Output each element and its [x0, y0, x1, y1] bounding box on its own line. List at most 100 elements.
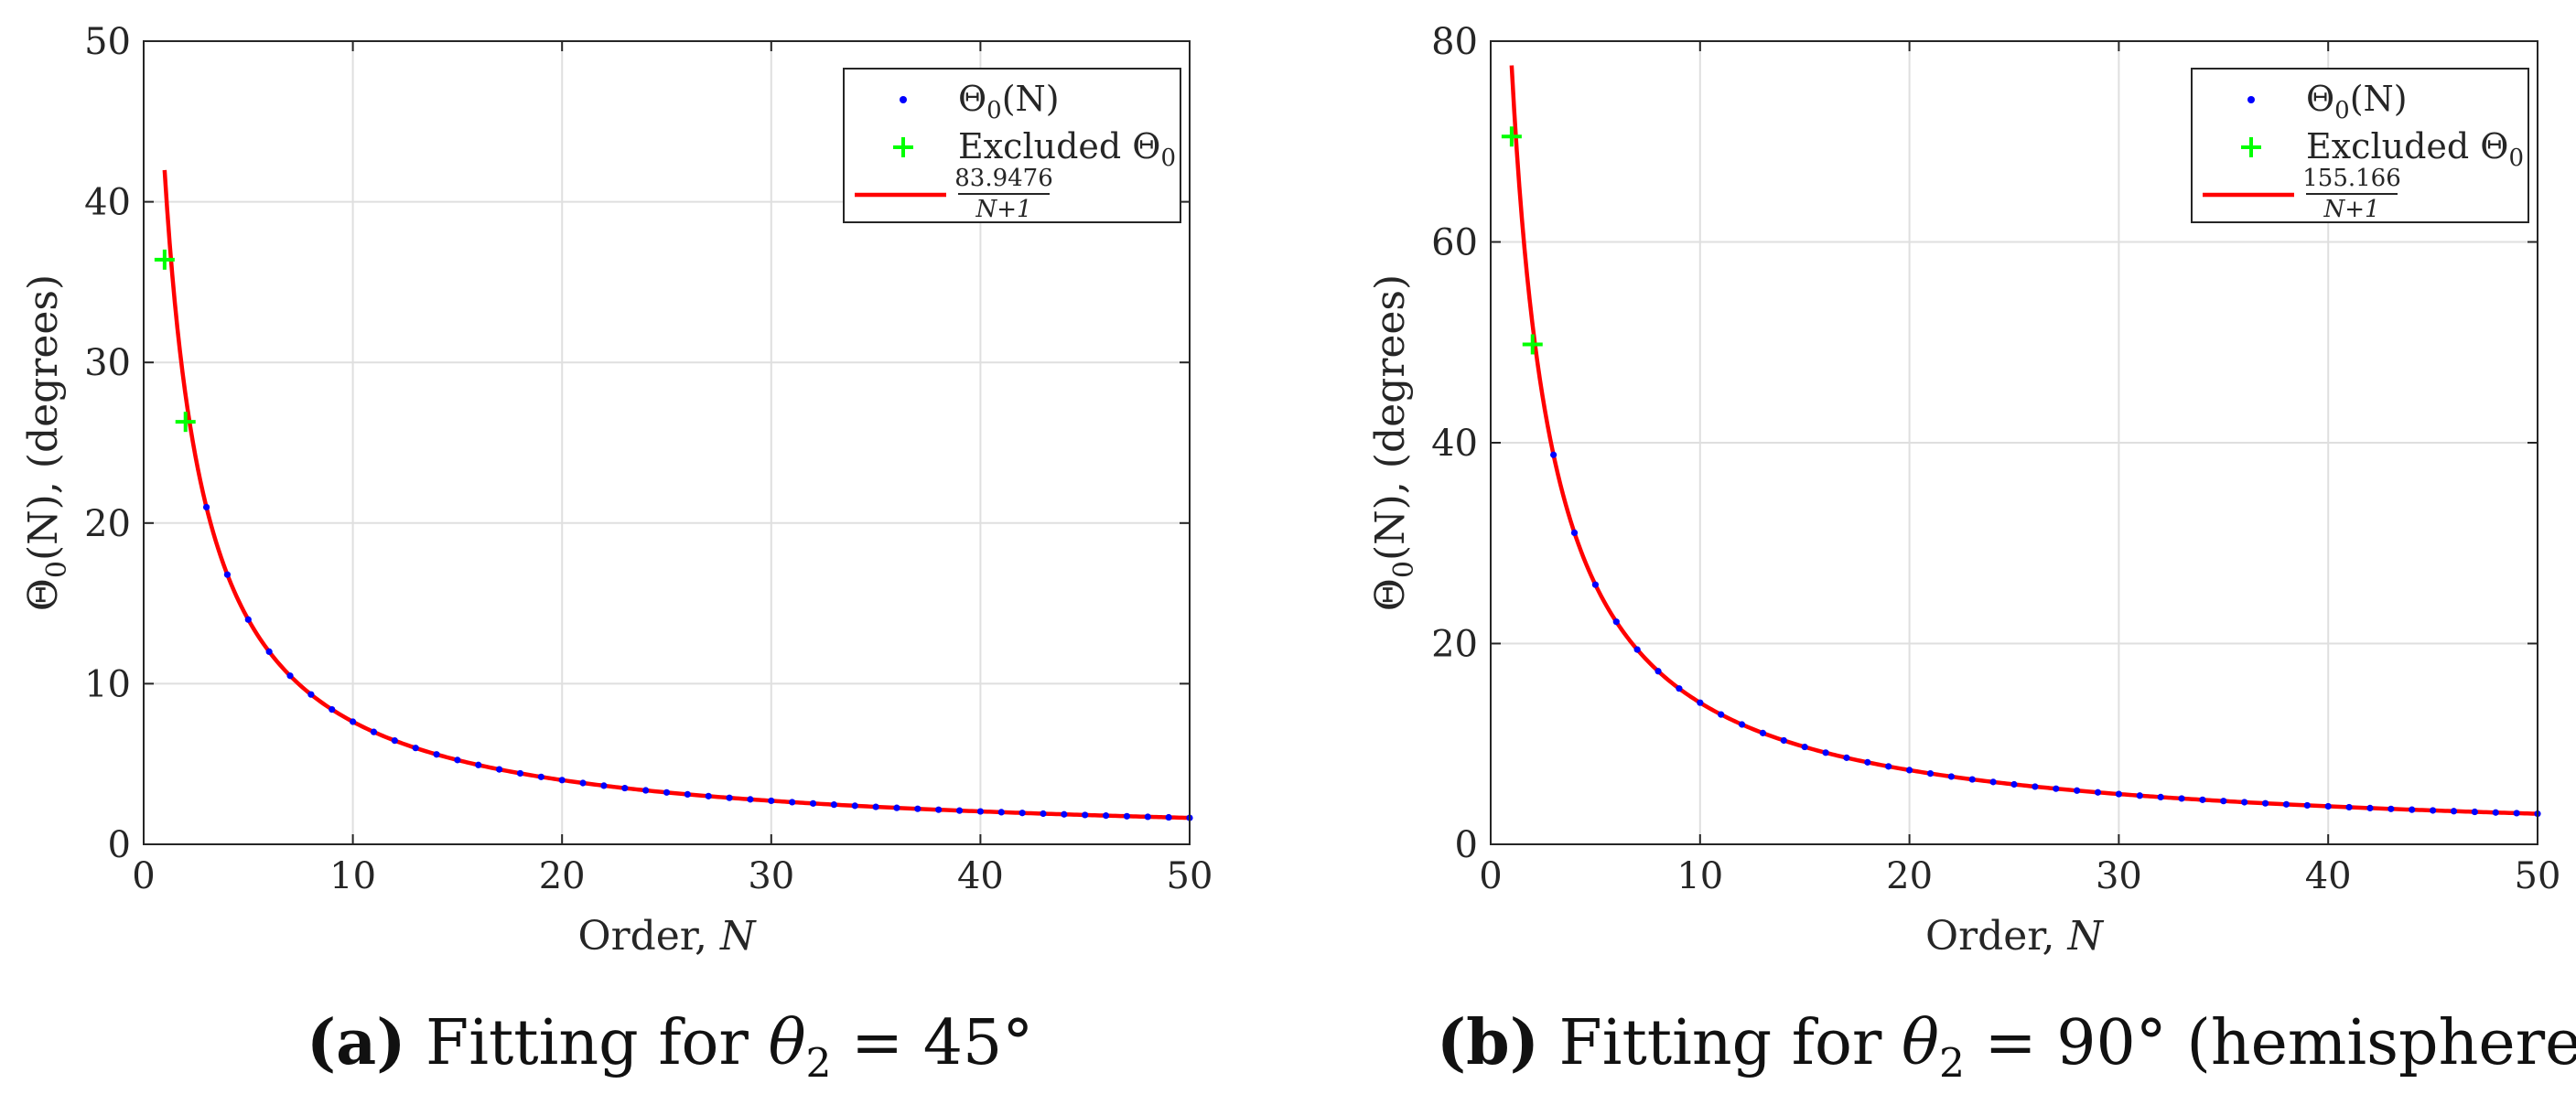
legend-points-theta: Θ [2306, 79, 2334, 119]
data-point [621, 784, 629, 792]
legend-fit-numerator: 155.166 [2302, 165, 2401, 192]
excluded-point [175, 412, 196, 433]
fit-curve [1509, 65, 2538, 816]
data-point [1040, 810, 1047, 818]
data-point [412, 745, 419, 752]
x-tick-label: 50 [2515, 855, 2561, 897]
x-tick-label: 20 [539, 855, 586, 897]
y-tick-label: 0 [108, 824, 131, 866]
data-point [1570, 529, 1579, 537]
caption-a: (a) Fitting for θ2 = 45° [307, 1006, 1033, 1088]
legend-points-theta: Θ [958, 79, 986, 119]
data-point [830, 801, 837, 809]
data-point [2303, 801, 2311, 810]
x-tick-label: 10 [1676, 855, 1723, 897]
data-point [1926, 769, 1935, 778]
legend-fit-denominator: N+1 [2323, 196, 2379, 223]
caption-b-rest: = 90° (hemisphere) [1984, 1007, 2576, 1079]
data-point [2178, 795, 2185, 802]
legend-fit-denominator-text: N+1 [975, 196, 1031, 223]
data-point [1801, 743, 1808, 751]
caption-b-sub: 2 [1939, 1040, 1965, 1088]
data-point [1591, 581, 1599, 588]
data-point [2261, 799, 2269, 807]
data-point [1822, 749, 1829, 756]
caption-a-sub: 2 [805, 1040, 832, 1088]
y-tick-label: 80 [1431, 21, 1478, 63]
data-point [1697, 699, 1704, 706]
legend-points-rest: (N) [2350, 79, 2408, 119]
x-tick-label: 10 [329, 855, 376, 897]
data-point [2115, 790, 2122, 798]
data-point [1102, 812, 1110, 820]
legend-points-sub: 0 [2334, 97, 2350, 124]
data-point [1968, 776, 1976, 783]
legend-excluded-text: Excluded Θ [958, 126, 1160, 166]
data-point [2430, 807, 2437, 814]
data-point [329, 705, 336, 713]
data-point [2010, 780, 2018, 789]
data-point [705, 792, 712, 799]
data-point [914, 805, 922, 812]
x-tick-label: 40 [957, 855, 1004, 897]
legend-points-label: Θ0(N) [958, 79, 1060, 124]
data-point [726, 794, 733, 801]
data-point [1780, 736, 1787, 745]
legend-fit-numerator: 83.9476 [954, 165, 1053, 192]
data-point [2450, 808, 2458, 815]
data-point [1061, 810, 1068, 818]
y-axis-label: Θ0(N), (degrees) [20, 274, 73, 611]
data-point [2366, 804, 2374, 811]
data-point [2241, 799, 2248, 806]
legend-points-rest: (N) [1002, 79, 1060, 119]
data-point [642, 787, 650, 794]
y-axis-label: Θ0(N), (degrees) [1367, 274, 1420, 611]
legend-excluded-label: Excluded Θ0 [2306, 126, 2524, 172]
data-point [2032, 783, 2039, 790]
x-axis-label: Order, N [1925, 913, 2104, 960]
data-point [1843, 754, 1850, 761]
data-point [2409, 806, 2416, 813]
x-tick-label: 30 [748, 855, 794, 897]
x-tick-label: 50 [1167, 855, 1213, 897]
data-point [684, 790, 691, 799]
legend: Θ0(N)Excluded Θ0 83.9476 N+1 [843, 68, 1181, 223]
data-point [2513, 810, 2520, 817]
caption-b-text: Fitting for [1558, 1007, 1882, 1079]
data-point [2094, 789, 2102, 796]
legend-excluded-sub: 0 [2508, 145, 2524, 172]
data-point [663, 789, 671, 796]
data-point [976, 808, 984, 815]
data-point [997, 809, 1005, 816]
data-point [286, 672, 294, 680]
legend-excluded-sub: 0 [1160, 145, 1176, 172]
data-point [2053, 785, 2060, 792]
data-point [2492, 809, 2499, 816]
data-point [537, 773, 544, 780]
data-point [893, 804, 900, 811]
data-point [2471, 808, 2478, 816]
data-point [265, 648, 273, 656]
x-axis-label-text: Order, [1925, 913, 2067, 960]
axes-box [143, 40, 1191, 845]
data-point [1989, 778, 1997, 786]
data-point [600, 782, 608, 789]
y-tick-label: 20 [1431, 624, 1478, 666]
y-tick-label: 40 [1431, 423, 1478, 465]
legend-fit-denominator-text: N+1 [2323, 196, 2379, 223]
data-point [1718, 711, 1725, 718]
data-point [2220, 798, 2227, 805]
data-point [955, 807, 964, 814]
data-point [391, 737, 398, 745]
data-point [2387, 805, 2395, 812]
data-point [1654, 668, 1662, 675]
data-point [2324, 802, 2332, 810]
data-point [851, 802, 858, 810]
y-axis-label-theta: Θ [1367, 578, 1414, 611]
data-point [1885, 763, 1892, 770]
data-point [1633, 646, 1641, 653]
data-point [579, 779, 587, 787]
y-axis-label-theta: Θ [20, 578, 67, 611]
